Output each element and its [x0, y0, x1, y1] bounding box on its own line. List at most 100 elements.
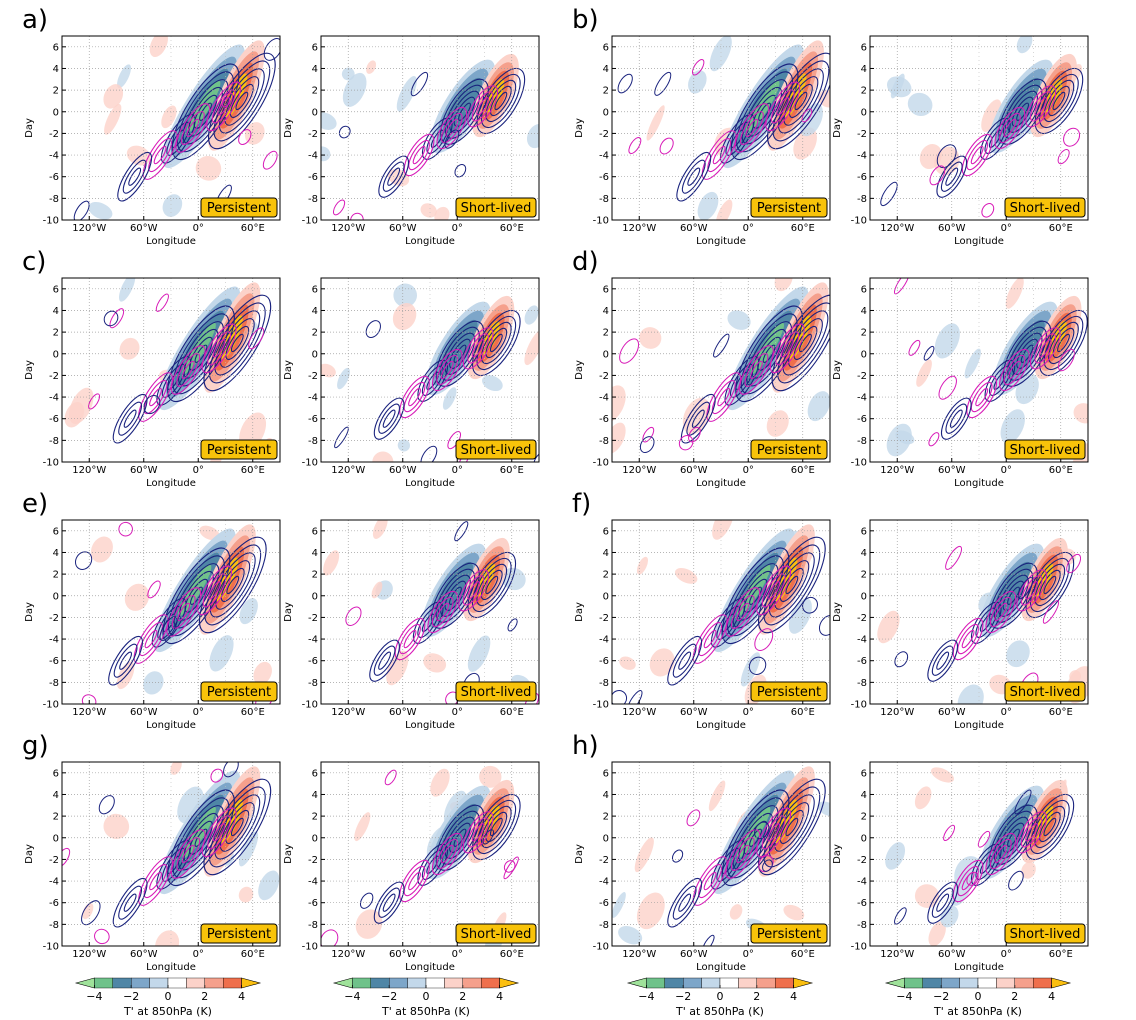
persistent-badge: Persistent: [200, 439, 278, 460]
y-tick-label: 2: [53, 86, 59, 97]
y-axis-label: Day: [574, 118, 585, 138]
colorbar-segment: [186, 977, 206, 989]
positive-contour: [711, 380, 736, 415]
negative-contour: [783, 76, 819, 126]
shading-blob: [104, 103, 122, 135]
shading-blob: [639, 327, 662, 349]
negative-contour: [743, 578, 768, 613]
positive-contour: [471, 823, 485, 842]
negative-contour: [476, 799, 517, 854]
negative-contour: [162, 547, 231, 645]
positive-contour: [1016, 811, 1048, 854]
plot-area: [321, 520, 539, 704]
positive-contour: [1003, 118, 1017, 138]
positive-contour: [985, 590, 1017, 634]
x-tick-label: 60°E: [791, 707, 815, 718]
colorbar-segment: [626, 977, 647, 989]
positive-contour: [775, 331, 800, 366]
colorbar-segment: [444, 977, 464, 989]
shading-blob: [195, 155, 222, 181]
positive-contour: [180, 111, 205, 145]
colorbar-2: −4 −2 0 2 4 T' at 850hPa (K): [332, 977, 520, 1018]
y-tick-label: -2: [308, 371, 318, 382]
axes-frame: [869, 519, 1089, 705]
x-tick-label: 120°W: [880, 707, 914, 718]
y-tick-label: -2: [49, 129, 59, 140]
negative-contour: [171, 63, 240, 161]
positive-contour: [436, 602, 450, 622]
axes-frame: [320, 519, 540, 705]
panel-h-short-lived: 120°W 60°W 0° 60°E 6 4 2 0 -2 -4 -6 -8 -10 Longitude D…: [832, 761, 1089, 973]
positive-contour: [207, 331, 232, 366]
contour-fragment: [155, 293, 169, 312]
positive-contour: [181, 844, 195, 864]
negative-contour: [485, 575, 499, 595]
plot-area: [62, 520, 280, 704]
short-lived-badge: Short-lived: [1004, 923, 1086, 944]
colorbar-tick-label: −4: [638, 990, 654, 1003]
y-axis-label: Day: [832, 602, 843, 622]
y-tick-label: -10: [593, 942, 609, 953]
y-axis-label: Day: [574, 602, 585, 622]
x-tick-label: 120°W: [72, 949, 106, 960]
positive-contour: [730, 595, 755, 629]
colorbar-segment: [204, 977, 224, 989]
positive-contour: [440, 112, 463, 144]
colorbar-segment: [1051, 977, 1072, 989]
positive-contour: [780, 339, 794, 358]
shading-blob: [170, 762, 182, 775]
y-tick-label: 4: [861, 548, 867, 559]
negative-contour: [940, 161, 963, 192]
shading-blob: [117, 64, 131, 89]
x-tick-label: 60°W: [130, 949, 158, 960]
y-tick-label: -6: [857, 656, 867, 667]
negative-contour: [426, 855, 440, 875]
x-axis-label: Longitude: [954, 720, 1004, 731]
shading-blob: [124, 583, 150, 611]
negative-contour: [793, 325, 818, 360]
x-axis-label: Longitude: [146, 478, 196, 489]
contour-fragment: [929, 165, 946, 186]
shading-blob: [119, 337, 140, 360]
negative-contour: [226, 575, 240, 595]
positive-contour: [765, 81, 801, 132]
positive-contour: [756, 565, 792, 616]
contour-fragment: [88, 393, 101, 410]
contour-fragment: [762, 859, 773, 872]
y-tick-label: -2: [308, 129, 318, 140]
panel-f-short-lived: 120°W 60°W 0° 60°E 6 4 2 0 -2 -4 -6 -8 -10 Longitude D…: [832, 519, 1089, 731]
contour-fragment: [359, 892, 374, 909]
negative-contour: [194, 344, 208, 363]
positive-contour: [208, 581, 222, 600]
y-tick-label: 2: [312, 570, 318, 581]
axes-frame: [61, 761, 281, 947]
negative-contour: [940, 397, 972, 440]
svg-text:Short-lived: Short-lived: [1010, 201, 1081, 216]
y-tick-label: -8: [857, 678, 867, 689]
colorbar-segment: [977, 977, 997, 989]
y-tick-label: -10: [851, 458, 867, 469]
y-tick-label: 4: [603, 306, 609, 317]
shading-blob: [103, 84, 124, 109]
y-tick-label: -4: [599, 877, 609, 888]
axes-frame: [869, 277, 1089, 463]
negative-contour: [123, 409, 137, 428]
negative-contour: [672, 885, 697, 920]
persistent-badge: Persistent: [200, 197, 278, 218]
contour-fragment: [894, 907, 907, 925]
negative-contour: [1043, 575, 1057, 595]
negative-contour: [782, 310, 829, 376]
shading-blob: [321, 112, 337, 130]
positive-contour: [201, 807, 237, 858]
y-tick-label: 4: [861, 306, 867, 317]
y-tick-label: 6: [53, 42, 59, 53]
contour-fragment: [1042, 600, 1060, 624]
x-tick-label: 120°W: [622, 465, 656, 476]
short-lived-badge: Short-lived: [455, 197, 537, 218]
y-tick-label: 0: [861, 107, 867, 118]
x-tick-label: 60°W: [130, 707, 158, 718]
positive-contour: [436, 106, 468, 150]
positive-contour: [403, 133, 435, 177]
panel-label: c): [22, 247, 46, 277]
x-axis-label: Longitude: [696, 236, 746, 247]
